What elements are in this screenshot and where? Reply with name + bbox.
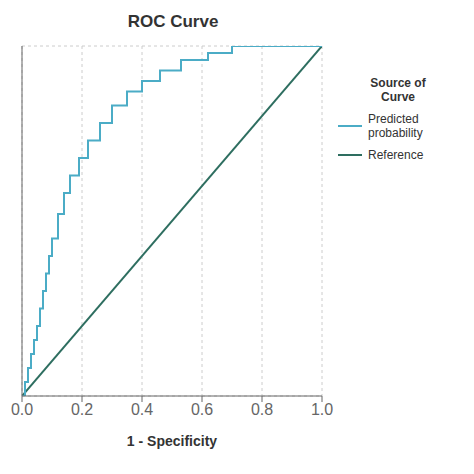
svg-text:1 - Specificity: 1 - Specificity [127, 433, 217, 449]
html-text:ROC Curve: ROC Curve [127, 12, 219, 31]
svg-text:1.0: 1.0 [311, 401, 333, 418]
svg-text:0.0: 0.0 [11, 401, 33, 418]
svg-text:0.8: 0.8 [251, 401, 273, 418]
svg-text:0.6: 0.6 [191, 401, 213, 418]
html-text:Predicted: Predicted [368, 112, 419, 126]
svg-text:0.4: 0.4 [131, 401, 153, 418]
html-text:probability: probability [368, 126, 423, 140]
svg-text:0.2: 0.2 [71, 401, 93, 418]
html-text:Curve: Curve [381, 90, 415, 104]
html-text:Reference: Reference [368, 148, 424, 162]
html-text:Source of: Source of [370, 76, 426, 90]
